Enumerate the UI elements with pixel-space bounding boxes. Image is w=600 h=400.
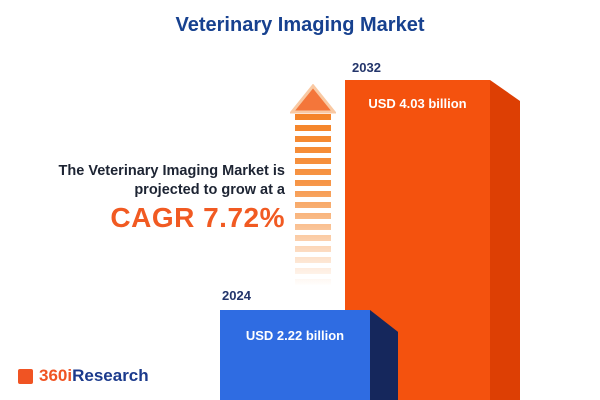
growth-arrow-fade xyxy=(295,114,331,286)
cagr-value: CAGR 7.72% xyxy=(110,202,285,233)
year-label-2032: 2032 xyxy=(352,60,381,75)
annotation-line-2: projected to grow at a xyxy=(134,182,285,198)
logo-text-360i: 360i xyxy=(39,366,73,385)
page-title: Veterinary Imaging Market xyxy=(175,14,425,36)
annotation-line-1: The Veterinary Imaging Market is xyxy=(58,163,285,179)
bar-value-label-2024: USD 2.22 billion xyxy=(245,328,345,343)
brand-logo: 360iResearch xyxy=(18,366,149,386)
logo-text-research: Research xyxy=(72,366,149,385)
bar-2024 xyxy=(220,310,370,400)
annotation-block: The Veterinary Imaging Market is project… xyxy=(20,162,285,233)
year-label-2024: 2024 xyxy=(222,288,251,303)
logo-square-icon xyxy=(18,368,33,384)
growth-arrow-head-icon xyxy=(290,84,336,114)
bar-2032-side-face xyxy=(490,80,520,400)
logo-text: 360iResearch xyxy=(39,366,149,386)
bar-value-label-2032: USD 4.03 billion xyxy=(368,96,467,111)
